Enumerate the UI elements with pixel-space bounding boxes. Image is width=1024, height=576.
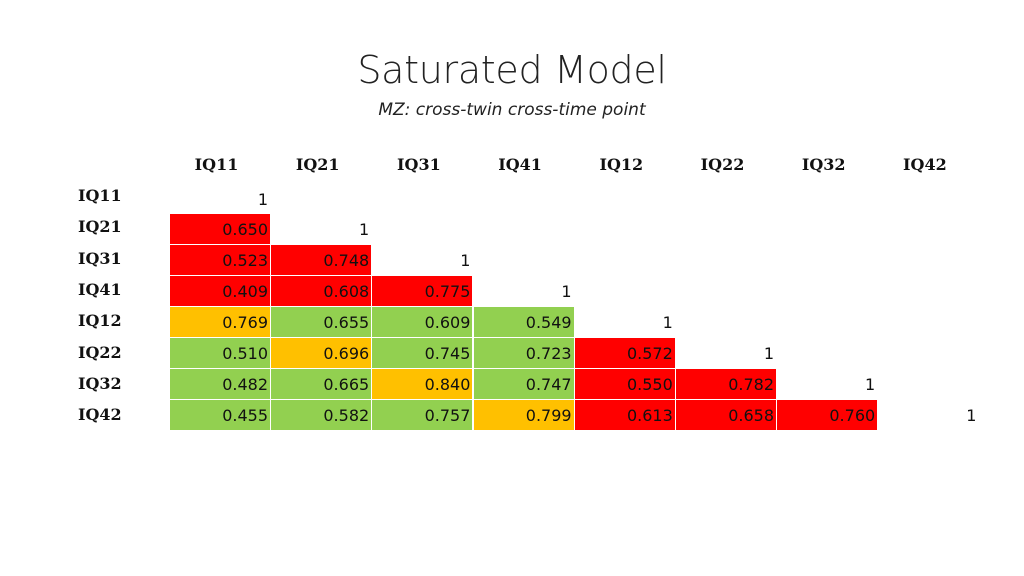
row-header-iq22: IQ22 <box>78 342 122 362</box>
row-header-iq21: IQ21 <box>78 217 122 237</box>
column-header-iq31: IQ31 <box>397 155 441 174</box>
column-header-iq11: IQ11 <box>194 155 239 174</box>
correlation-cell: 0.723 <box>473 338 574 368</box>
correlation-cell: 0.775 <box>372 276 473 306</box>
correlation-cell: 0.665 <box>271 369 372 399</box>
correlation-cell: 0.696 <box>271 338 372 368</box>
column-header-iq42: IQ42 <box>903 155 947 174</box>
correlation-cell: 0.655 <box>271 307 372 337</box>
correlation-cell: 0.748 <box>271 245 372 275</box>
diagonal-cell: 1 <box>460 251 471 270</box>
column-header-iq22: IQ22 <box>700 155 745 174</box>
diagonal-cell: 1 <box>257 190 268 209</box>
column-header-iq41: IQ41 <box>498 155 542 174</box>
correlation-cell: 0.613 <box>574 400 675 430</box>
correlation-cell: 0.510 <box>170 338 270 368</box>
correlation-cell: 0.840 <box>372 369 473 399</box>
row-header-iq41: IQ41 <box>78 279 122 299</box>
row-header-iq31: IQ31 <box>78 248 122 268</box>
correlation-cell: 0.747 <box>473 369 574 399</box>
correlation-cell: 0.745 <box>372 338 473 368</box>
correlation-cell: 0.409 <box>170 276 270 306</box>
row-header-iq42: IQ42 <box>78 405 122 425</box>
correlation-cell: 0.482 <box>170 369 270 399</box>
slide-subtitle: MZ: cross-twin cross-time point <box>378 100 646 120</box>
column-header-iq21: IQ21 <box>295 155 340 174</box>
diagonal-cell: 1 <box>865 375 876 394</box>
row-header-iq32: IQ32 <box>78 373 122 393</box>
correlation-cell: 0.799 <box>473 400 574 430</box>
correlation-cell: 0.760 <box>777 400 878 430</box>
correlation-cell: 0.549 <box>473 307 574 337</box>
slide-title: Saturated Model <box>357 48 667 92</box>
correlation-cell: 0.650 <box>170 214 270 244</box>
correlation-cell: 0.455 <box>170 400 270 430</box>
correlation-cell: 0.572 <box>574 338 675 368</box>
row-header-iq12: IQ12 <box>78 311 122 331</box>
row-header-iq11: IQ11 <box>78 186 122 205</box>
diagonal-cell: 1 <box>966 406 977 425</box>
diagonal-cell: 1 <box>359 220 370 239</box>
diagonal-cell: 1 <box>561 282 572 301</box>
correlation-cell: 0.782 <box>676 369 776 399</box>
correlation-cell: 0.550 <box>574 369 675 399</box>
column-header-iq32: IQ32 <box>801 155 846 174</box>
column-headers: IQ11 IQ21 IQ31 IQ41 IQ12 IQ22 IQ32 IQ42 <box>0 155 1024 179</box>
correlation-cell: 0.582 <box>271 400 372 430</box>
correlation-cell: 0.757 <box>372 400 473 430</box>
correlation-cell: 0.769 <box>170 307 270 337</box>
correlation-cell: 0.658 <box>676 400 776 430</box>
diagonal-cell: 1 <box>662 313 673 332</box>
correlation-cell: 0.608 <box>271 276 372 306</box>
correlation-cell: 0.609 <box>372 307 473 337</box>
correlation-cell: 0.523 <box>170 245 270 275</box>
diagonal-cell: 1 <box>763 344 774 363</box>
column-header-iq12: IQ12 <box>599 155 644 174</box>
